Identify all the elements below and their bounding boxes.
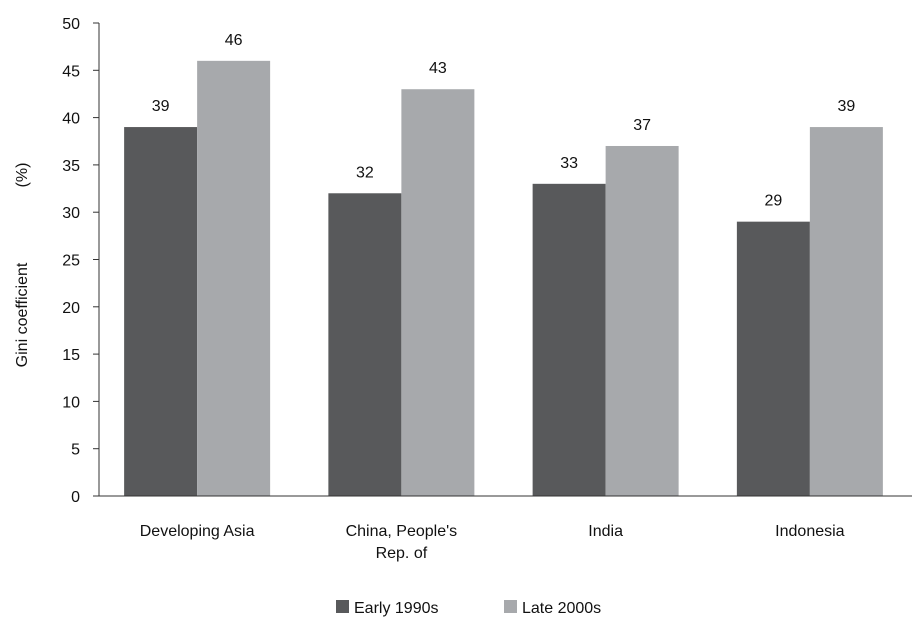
y-tick-label: 0 <box>71 489 80 506</box>
legend-label: Late 2000s <box>522 600 601 617</box>
x-axis: Developing Asia China, People's Rep. of Ind… <box>99 495 912 562</box>
bar <box>809 127 883 496</box>
bar <box>532 183 606 496</box>
y-axis-unit: (%) <box>14 163 31 188</box>
y-tick-label: 10 <box>62 394 80 411</box>
y-tick-label: 40 <box>62 111 80 128</box>
bar <box>736 221 810 496</box>
bar <box>605 145 679 497</box>
y-tick-label: 45 <box>62 63 80 80</box>
y-axis-title: Gini coefficient <box>14 262 31 367</box>
legend-swatch <box>336 600 349 613</box>
bar <box>124 127 198 496</box>
legend-swatch <box>504 600 517 613</box>
y-tick-label: 5 <box>71 442 80 459</box>
y-tick-label: 35 <box>62 158 80 175</box>
x-tick-label: Developing Asia <box>140 523 255 540</box>
data-label: 46 <box>225 32 243 49</box>
y-tick-label: 15 <box>62 347 80 364</box>
data-labels: 39 46 32 43 33 37 29 39 <box>152 32 856 210</box>
x-tick-label: Indonesia <box>775 523 844 540</box>
bars <box>124 60 883 497</box>
data-label: 33 <box>560 155 578 172</box>
x-tick-label: India <box>588 523 623 540</box>
legend: Early 1990s Late 2000s <box>336 600 601 617</box>
data-label: 39 <box>152 98 170 115</box>
bar <box>401 89 475 496</box>
y-tick-label: 30 <box>62 205 80 222</box>
bar <box>197 60 271 497</box>
data-label: 43 <box>429 60 447 77</box>
y-axis: 0 5 10 15 20 25 30 35 40 45 50 <box>62 16 100 506</box>
x-tick-label: China, People's <box>346 523 458 540</box>
data-label: 32 <box>356 164 374 181</box>
y-tick-label: 50 <box>62 16 80 33</box>
x-tick-label: Rep. of <box>376 545 428 562</box>
y-tick-label: 25 <box>62 253 80 270</box>
bar <box>328 193 402 496</box>
data-label: 39 <box>837 98 855 115</box>
data-label: 37 <box>633 117 651 134</box>
data-label: 29 <box>764 193 782 210</box>
legend-label: Early 1990s <box>354 600 439 617</box>
y-tick-label: 20 <box>62 300 80 317</box>
